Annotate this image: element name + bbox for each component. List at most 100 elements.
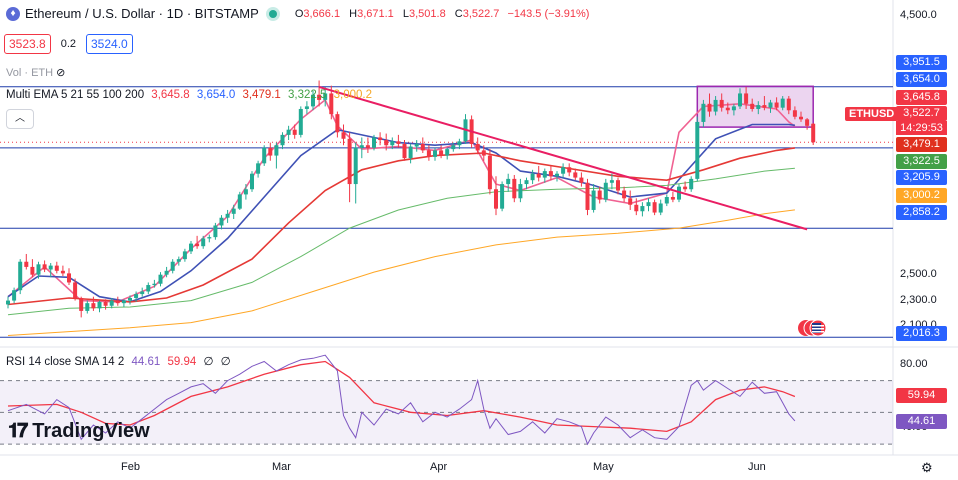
tradingview-logo-icon: 𝟏𝟕 — [8, 420, 28, 442]
candle-body — [97, 301, 102, 309]
candle-body — [518, 184, 523, 199]
change-value: −143.5 (−3.91%) — [507, 7, 590, 20]
ema5-value: 3,645.8 — [151, 89, 190, 101]
candle-body — [426, 150, 431, 157]
candle-body — [262, 147, 267, 164]
gear-icon[interactable]: ⚙ — [921, 460, 933, 475]
candle-body — [170, 261, 175, 271]
candle-body — [713, 99, 718, 112]
candle-body — [256, 163, 261, 174]
candle-body — [158, 274, 163, 284]
low-value: 3,501.8 — [408, 7, 446, 20]
candle-body — [353, 147, 358, 185]
candle-body — [140, 291, 145, 295]
candle-body — [579, 177, 584, 183]
candle-body — [323, 93, 328, 100]
rsi-indicator-name: RSI 14 close SMA 14 2 — [6, 356, 125, 368]
close-label: C — [454, 7, 463, 20]
price-tag: 59.94 — [896, 388, 947, 403]
candle-body — [280, 134, 285, 146]
candle-body — [396, 141, 401, 144]
rsi-value: 44.61 — [131, 356, 161, 368]
symbol-tag: ETHUSD — [845, 107, 899, 121]
trade-panel: 3523.8 0.2 3524.0 — [4, 34, 133, 54]
economic-events-icon[interactable] — [797, 319, 827, 337]
candle-body — [567, 167, 572, 173]
candle-body — [664, 197, 669, 204]
candle-body — [542, 171, 547, 178]
candle-body — [494, 189, 498, 209]
sell-button[interactable]: 3523.8 — [4, 34, 51, 54]
price-tag: 3,654.0 — [896, 72, 947, 87]
candle-body — [335, 114, 340, 133]
candle-body — [115, 300, 120, 304]
candle-body — [744, 93, 749, 104]
candle-body — [365, 145, 370, 148]
month-label: Mar — [272, 461, 291, 473]
rsi-empty-2: ∅ — [220, 356, 231, 368]
price-tag: 3,000.2 — [896, 188, 947, 203]
ema-indicator-name: Multi EMA 5 21 55 100 200 — [6, 89, 145, 101]
candle-body — [341, 132, 346, 139]
candle-body — [731, 106, 736, 111]
candle-body — [616, 180, 620, 191]
ema-line — [7, 98, 796, 303]
rsi-legend[interactable]: RSI 14 close SMA 14 2 44.61 59.94 ∅ ∅ — [6, 354, 231, 368]
candle-body — [195, 243, 200, 247]
eye-slash-icon[interactable]: ⊘ — [56, 67, 66, 79]
candle-body — [774, 102, 779, 108]
candle-body — [18, 261, 23, 291]
rsi-sma-value: 59.94 — [167, 356, 197, 368]
candle-body — [628, 198, 633, 205]
candle-body — [719, 99, 724, 108]
price-tag: 3,645.8 — [896, 90, 947, 105]
candle-body — [189, 243, 193, 252]
candle-body — [213, 225, 218, 238]
candle-body — [225, 213, 230, 218]
candle-body — [311, 94, 315, 107]
ema-legend[interactable]: Multi EMA 5 21 55 100 200 3,645.8 3,654.… — [6, 89, 372, 101]
candle-body — [372, 137, 376, 148]
candle-body — [762, 105, 767, 108]
month-label: Feb — [121, 461, 140, 473]
candle-body — [24, 261, 29, 267]
candle-body — [786, 98, 791, 111]
candle-body — [128, 297, 132, 301]
bar-countdown: 14:29:53 — [896, 121, 947, 135]
price-axis-label: 80.00 — [900, 357, 928, 370]
candle-body — [48, 265, 53, 270]
candle-body — [152, 283, 157, 286]
volume-legend[interactable]: Vol · ETH ⊘ — [6, 66, 65, 79]
candle-body — [658, 203, 663, 213]
candle-body — [30, 266, 35, 275]
candle-body — [725, 107, 730, 111]
candle-body — [121, 300, 126, 304]
candle-body — [402, 143, 407, 159]
candle-body — [237, 194, 242, 209]
candle-body — [103, 301, 108, 306]
symbol-title[interactable]: Ethereum / U.S. Dollar · 1D · BITSTAMP — [25, 6, 259, 21]
candle-body — [6, 300, 10, 305]
candle-body — [433, 150, 437, 157]
candle-body — [347, 138, 352, 185]
candle-body — [12, 290, 17, 301]
candle-body — [420, 143, 425, 151]
price-axis-label: 4,500.0 — [900, 8, 937, 21]
candle-body — [317, 94, 322, 100]
ema55-value: 3,479.1 — [242, 89, 281, 101]
candle-body — [573, 172, 578, 178]
candle-body — [683, 186, 688, 190]
close-value: 3,522.7 — [462, 7, 500, 20]
candle-body — [487, 155, 492, 190]
tradingview-logo[interactable]: 𝟏𝟕 TradingView — [8, 420, 150, 443]
collapse-legend-button[interactable]: ︿ — [6, 109, 34, 129]
ema-line — [7, 123, 796, 303]
candle-body — [475, 143, 480, 151]
rsi-empty-1: ∅ — [203, 356, 214, 368]
candle-body — [756, 105, 761, 109]
candle-body — [792, 110, 797, 117]
buy-button[interactable]: 3524.0 — [86, 34, 133, 54]
candle-body — [811, 123, 816, 143]
candle-body — [182, 251, 187, 260]
